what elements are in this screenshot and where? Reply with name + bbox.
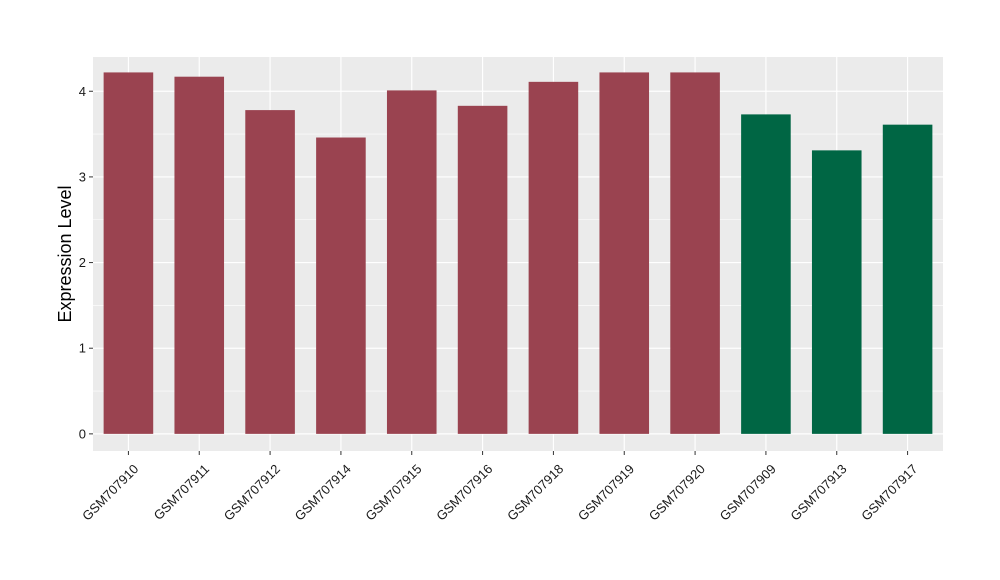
x-tick-label: GSM707912 <box>221 461 283 523</box>
x-tick-label: GSM707910 <box>79 461 141 523</box>
bar-gsm707918 <box>528 81 579 434</box>
bar-gsm707910 <box>103 72 154 434</box>
bars <box>103 72 933 434</box>
y-tick-label: 2 <box>79 255 86 270</box>
y-tick-label: 1 <box>79 341 86 356</box>
bar-gsm707911 <box>174 76 225 434</box>
bar-gsm707917 <box>882 124 933 434</box>
bar-gsm707920 <box>670 72 720 434</box>
plot-panel <box>93 57 943 451</box>
x-tick-label: GSM707920 <box>646 461 708 523</box>
x-tick-label: GSM707919 <box>575 461 637 523</box>
x-tick-label: GSM707918 <box>504 461 566 523</box>
x-tick-label: GSM707917 <box>858 461 920 523</box>
y-axis: 0 1 2 3 4 <box>79 84 93 441</box>
bar-gsm707916 <box>457 105 508 434</box>
bar-gsm707912 <box>245 110 295 434</box>
y-tick-label: 0 <box>79 426 86 441</box>
bar-gsm707919 <box>599 72 650 434</box>
bar-gsm707914 <box>316 137 366 434</box>
x-tick-label: GSM707909 <box>717 461 779 523</box>
bar-gsm707915 <box>386 90 437 434</box>
bar-gsm707909 <box>741 114 791 434</box>
x-tick-label: GSM707914 <box>292 461 354 523</box>
bar-gsm707913 <box>811 150 862 434</box>
y-tick-label: 4 <box>79 84 86 99</box>
x-axis: GSM707910 GSM707911 GSM707912 GSM707914 GSM7… <box>79 451 920 524</box>
x-tick-label: GSM707916 <box>433 461 495 523</box>
x-tick-label: GSM707911 <box>151 461 213 523</box>
y-axis-title: Expression Level <box>55 185 75 322</box>
x-tick-label: GSM707915 <box>362 461 424 523</box>
x-tick-label: GSM707913 <box>787 461 849 523</box>
minor-gridlines <box>93 133 943 392</box>
y-tick-label: 3 <box>79 169 86 184</box>
